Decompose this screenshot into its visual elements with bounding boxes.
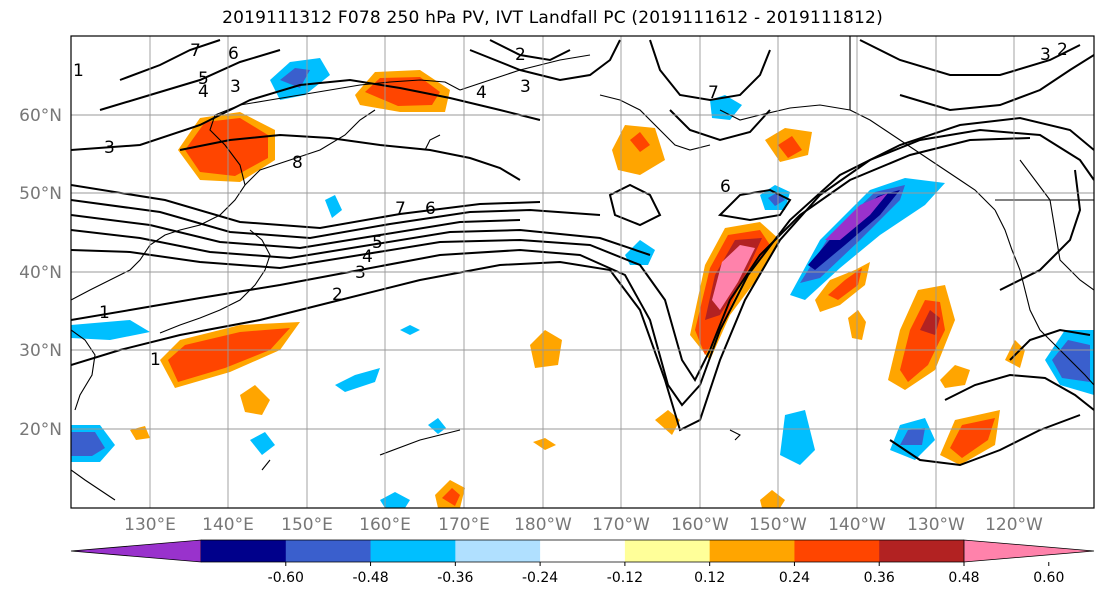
contour-label: 1 — [99, 303, 110, 323]
contour-label: 5 — [198, 69, 209, 89]
contour-label: 2 — [1057, 40, 1068, 60]
colorbar-extend-min — [70, 539, 202, 563]
contour-label: 6 — [425, 199, 436, 219]
colorbar-tick-label: -0.60 — [268, 570, 304, 586]
contour-label: 3 — [230, 77, 241, 97]
colorbar-segment — [540, 540, 626, 562]
colorbar-segment — [879, 540, 965, 562]
lon-label: 170°E — [438, 515, 490, 535]
colorbar-tick-label: -0.36 — [437, 570, 473, 586]
lon-label: 180°W — [514, 515, 572, 535]
plot-title: 2019111312 F078 250 hPa PV, IVT Landfall… — [222, 8, 883, 28]
colorbar-segment — [624, 540, 711, 562]
lat-label: 50°N — [19, 184, 62, 204]
contour-label: 7 — [190, 41, 201, 61]
lon-label: 120°W — [985, 515, 1043, 535]
contour-labels: 7 6 5 4 3 3 8 7 6 5 4 3 2 1 1 4 3 2 7 6 … — [73, 40, 1068, 370]
map-frame — [70, 35, 1095, 509]
contour-label: 3 — [1040, 45, 1051, 65]
gridlines — [71, 36, 1094, 508]
lon-label: 160°E — [359, 515, 411, 535]
lon-label: 150°E — [281, 515, 333, 535]
colorbar-extend-max — [963, 539, 1095, 563]
lon-label: 150°W — [749, 515, 807, 535]
contour-label: 1 — [150, 350, 161, 370]
colorbar-tick-label: 0.36 — [864, 570, 895, 586]
lon-label: 130°E — [124, 515, 176, 535]
colorbar-frame — [201, 539, 964, 563]
colorbar-segment — [455, 540, 541, 562]
colorbar-segment — [201, 540, 287, 562]
coastlines — [71, 36, 1094, 501]
contour-label: 4 — [362, 247, 373, 267]
ivt-anomaly-shading — [71, 58, 1094, 508]
contour-label: 8 — [292, 153, 303, 173]
colorbar-tick-label: 0.48 — [948, 570, 979, 586]
contour-label: 1 — [73, 61, 84, 81]
latitude-labels: 60°N 50°N 40°N 30°N 20°N — [19, 106, 62, 440]
contour-label: 6 — [720, 177, 731, 197]
contour-label: 7 — [708, 83, 719, 103]
longitude-labels: 130°E 140°E 150°E 160°E 170°E 180°W 170°… — [124, 515, 1043, 535]
contour-label: 3 — [355, 263, 366, 283]
lon-label: 140°E — [202, 515, 254, 535]
contour-label: 3 — [520, 77, 531, 97]
contour-label: 7 — [395, 199, 406, 219]
colorbar-tick-label: -0.24 — [522, 570, 558, 586]
contour-label: 2 — [515, 45, 526, 65]
lon-label: 130°W — [907, 515, 965, 535]
colorbar-tick-label: 0.60 — [1033, 570, 1064, 586]
contour-label: 5 — [372, 233, 383, 253]
colorbar-tick-label: -0.12 — [607, 570, 643, 586]
colorbar-segment — [794, 540, 880, 562]
lat-label: 20°N — [19, 420, 62, 440]
contour-label: 3 — [104, 138, 115, 158]
colorbar-segment — [370, 540, 456, 562]
colorbar-segment — [285, 540, 372, 562]
colorbar-tick-label: 0.12 — [694, 570, 725, 586]
pv-contours — [71, 39, 1094, 467]
lon-label: 160°W — [671, 515, 729, 535]
lon-label: 170°W — [592, 515, 650, 535]
contour-label: 4 — [476, 83, 487, 103]
colorbar-segment — [709, 540, 795, 562]
lat-label: 60°N — [19, 106, 62, 126]
colorbar-tick-label: 0.24 — [779, 570, 810, 586]
lat-label: 40°N — [19, 263, 62, 283]
contour-label: 2 — [332, 285, 343, 305]
lat-label: 30°N — [19, 341, 62, 361]
contour-label: 6 — [228, 44, 239, 64]
colorbar-tick-label: -0.48 — [352, 570, 388, 586]
lon-label: 140°W — [828, 515, 886, 535]
contour-label: 4 — [198, 82, 209, 102]
